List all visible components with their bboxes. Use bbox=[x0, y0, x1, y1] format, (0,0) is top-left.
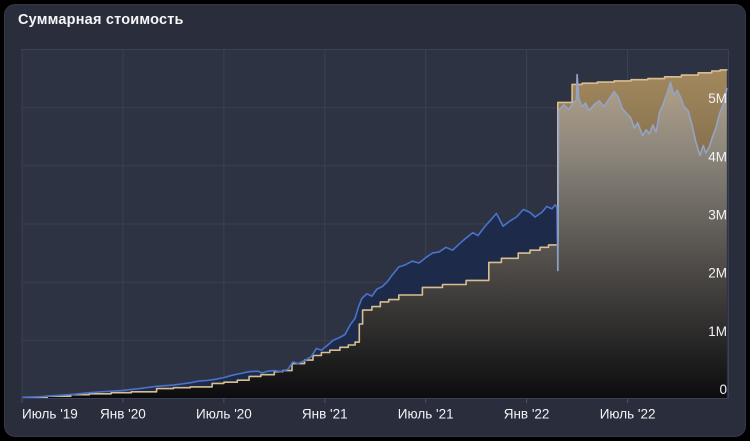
chart-card: Суммарная стоимость Июль '19 Янв '20 Июль … bbox=[4, 4, 746, 437]
page-title: Суммарная стоимость bbox=[18, 12, 184, 28]
x-tick-label: Янв '22 bbox=[504, 407, 550, 422]
x-tick-label: Янв '20 bbox=[100, 407, 146, 422]
x-tick-label: Июль '21 bbox=[398, 407, 454, 422]
x-tick-label: Июль '22 bbox=[600, 407, 656, 422]
beige-step-line bbox=[22, 69, 728, 399]
x-tick-label: Янв '21 bbox=[302, 407, 348, 422]
y-tick-label: 0 bbox=[719, 382, 727, 397]
under-area bbox=[22, 82, 727, 399]
x-tick-label: Июль '20 bbox=[196, 407, 252, 422]
blue-value-line-after bbox=[557, 73, 728, 272]
y-tick-label: 5M bbox=[708, 91, 727, 106]
y-tick-label: 2M bbox=[708, 266, 727, 281]
x-tick-label: Июль '19 bbox=[22, 407, 78, 422]
y-tick-label: 4M bbox=[708, 149, 727, 164]
blue-value-line bbox=[21, 204, 559, 399]
y-tick-label: 1M bbox=[708, 324, 727, 339]
plot-border bbox=[21, 49, 729, 399]
y-tick-label: 3M bbox=[708, 208, 727, 223]
